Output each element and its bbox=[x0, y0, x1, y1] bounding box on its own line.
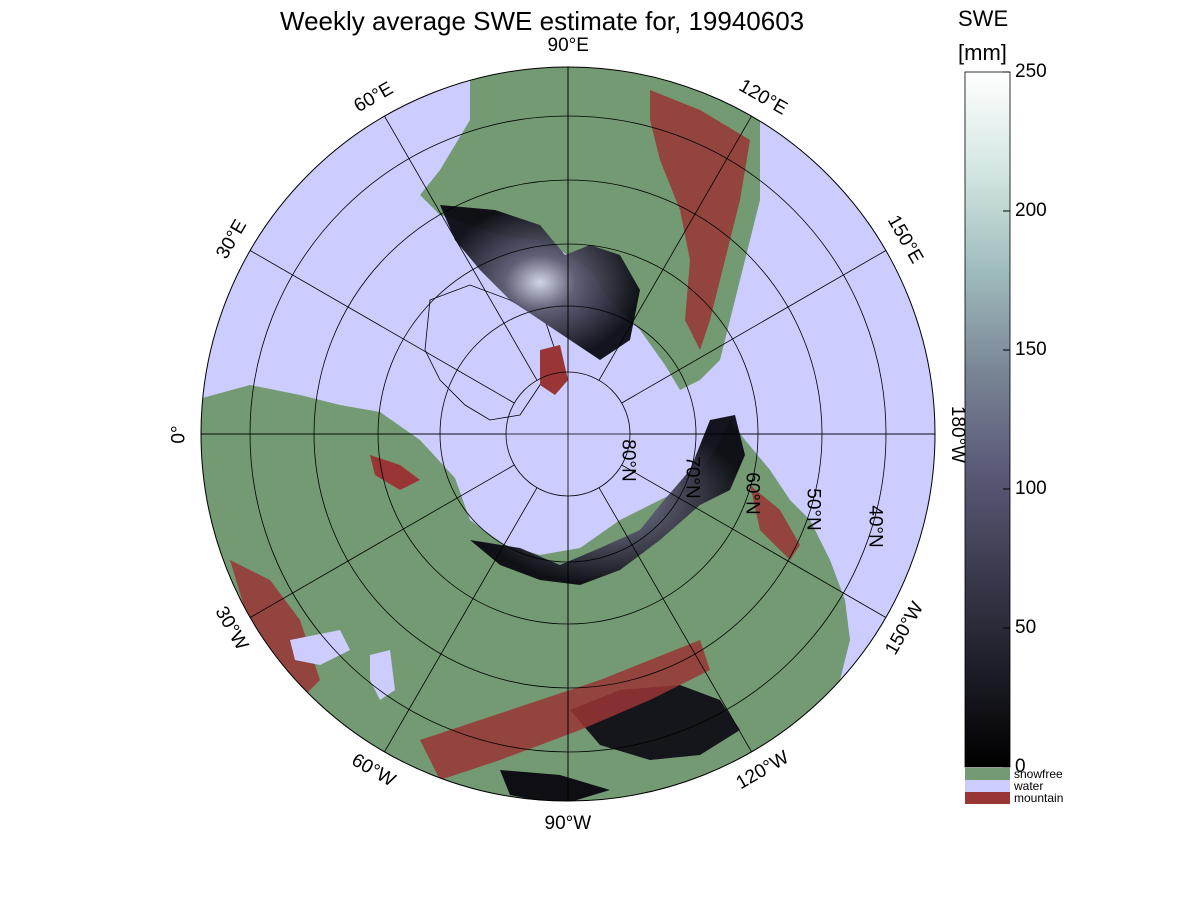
mountain-kamchatka bbox=[750, 485, 800, 560]
longitude-label: 0° bbox=[168, 424, 190, 444]
land-layer bbox=[201, 67, 850, 801]
land-scandinavia bbox=[330, 448, 435, 520]
legend-label: snowfree bbox=[1014, 767, 1063, 781]
colorbar-tick-label: 250 bbox=[1015, 61, 1047, 82]
colorbar-tick-label: 200 bbox=[1015, 200, 1047, 221]
meridian-line bbox=[621, 250, 887, 404]
mountain-greenland-tip bbox=[540, 345, 568, 395]
category-legend bbox=[965, 768, 1010, 804]
colorbar-tick-label: 150 bbox=[1015, 339, 1047, 360]
legend-swatch bbox=[965, 792, 1010, 804]
latitude-label: 40°N bbox=[864, 505, 886, 548]
latitude-label: 50°N bbox=[803, 488, 825, 531]
meridian-line bbox=[249, 464, 515, 618]
colorbar-tick-label: 50 bbox=[1015, 617, 1037, 638]
meridian-line bbox=[598, 487, 752, 753]
colorbar-tick-label: 0 bbox=[1015, 756, 1026, 777]
meridian-line bbox=[598, 115, 752, 381]
snow-tibet bbox=[500, 770, 610, 801]
mountain-scandinavia bbox=[370, 455, 420, 490]
legend-swatch bbox=[965, 780, 1010, 792]
colorbar-label: SWE bbox=[958, 6, 1009, 31]
latitude-label: 60°N bbox=[741, 471, 763, 515]
colorbar-unit: [mm] bbox=[958, 40, 1007, 65]
map-title: Weekly average SWE estimate for, 1994060… bbox=[280, 6, 805, 36]
graticule bbox=[201, 67, 935, 801]
meridian-line bbox=[249, 250, 515, 404]
colorbar-tick-label: 100 bbox=[1015, 478, 1047, 499]
colorbar-gradient bbox=[964, 71, 1011, 768]
legend-label: water bbox=[1014, 779, 1044, 793]
longitude-label: 90°E bbox=[547, 34, 589, 56]
latitude-label: 70°N bbox=[681, 455, 703, 499]
snow-hudson bbox=[440, 205, 640, 360]
legend-swatch bbox=[965, 768, 1010, 780]
meridian-line bbox=[621, 464, 887, 618]
legend-label: mountain bbox=[1014, 791, 1064, 805]
snow-siberia bbox=[470, 415, 745, 585]
mountain-himalaya bbox=[420, 640, 710, 780]
map-border bbox=[200, 66, 936, 802]
mountain-rockies bbox=[650, 90, 750, 350]
colorbar-ticks bbox=[1003, 71, 1010, 768]
meridian-line bbox=[384, 487, 538, 753]
longitude-label: 90°W bbox=[544, 812, 592, 834]
latitude-label: 80°N bbox=[617, 438, 639, 482]
longitude-label: 180°W bbox=[946, 405, 968, 463]
meridian-line bbox=[384, 115, 538, 381]
mountain-alps bbox=[230, 560, 320, 700]
greenland-outline bbox=[424, 284, 556, 421]
water-black-sea bbox=[290, 630, 350, 665]
